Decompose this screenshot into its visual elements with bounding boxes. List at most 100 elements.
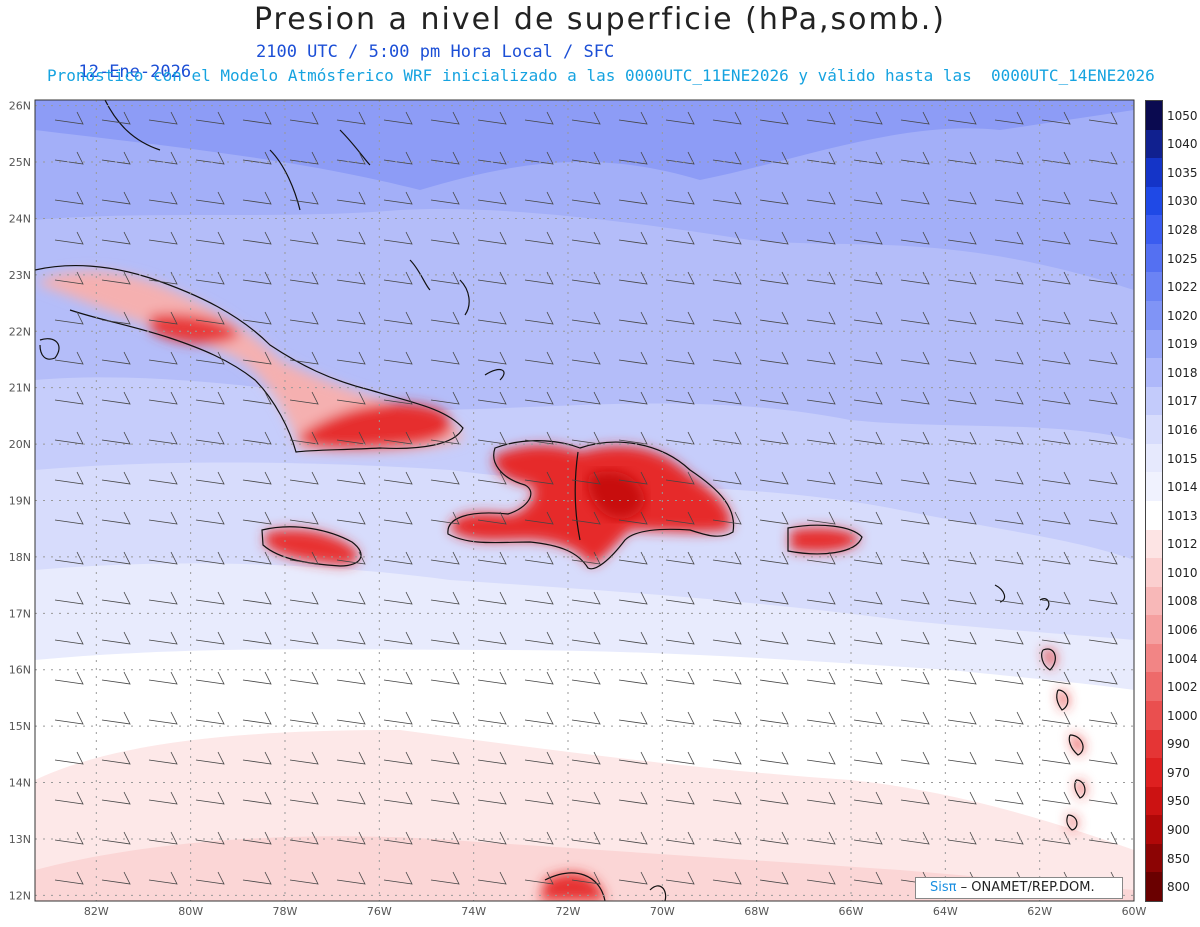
wind-barb bbox=[806, 511, 836, 525]
colorbar-level-label: 1030 bbox=[1167, 194, 1198, 209]
wind-barb bbox=[759, 871, 789, 885]
wind-barb bbox=[430, 271, 460, 285]
wind-barb bbox=[289, 311, 319, 325]
wind-barb bbox=[571, 431, 601, 445]
lon-tick-label: 80W bbox=[178, 905, 203, 918]
wind-barb bbox=[101, 351, 131, 365]
wind-barb bbox=[853, 551, 883, 565]
wind-barb bbox=[994, 271, 1024, 285]
wind-barb bbox=[195, 391, 225, 405]
wind-barb bbox=[195, 271, 225, 285]
colorbar-segment bbox=[1146, 243, 1162, 273]
wind-barb bbox=[101, 871, 131, 885]
colorbar-segment bbox=[1146, 672, 1162, 702]
wind-barb bbox=[1088, 191, 1118, 205]
wind-barb bbox=[54, 871, 84, 885]
wind-barb bbox=[242, 511, 272, 525]
wind-barb bbox=[289, 111, 319, 125]
colorbar-segment bbox=[1146, 158, 1162, 188]
wind-barb bbox=[1088, 231, 1118, 245]
wind-barb bbox=[524, 231, 554, 245]
wind-barb bbox=[477, 671, 507, 685]
wind-barb bbox=[430, 591, 460, 605]
colorbar-level-label: 1010 bbox=[1167, 565, 1198, 580]
wind-barb bbox=[947, 311, 977, 325]
wind-barb bbox=[1088, 111, 1118, 125]
wind-barb bbox=[148, 111, 178, 125]
wind-barb bbox=[712, 871, 742, 885]
wind-barb bbox=[618, 831, 648, 845]
wind-barb bbox=[148, 151, 178, 165]
wind-barb bbox=[383, 391, 413, 405]
wind-barb bbox=[806, 311, 836, 325]
wind-barb bbox=[524, 711, 554, 725]
wind-barb bbox=[1088, 311, 1118, 325]
wind-barb bbox=[665, 831, 695, 845]
pressure-band-1010 bbox=[35, 836, 1134, 901]
wind-barb bbox=[853, 151, 883, 165]
wind-barb bbox=[712, 271, 742, 285]
wind-barb bbox=[289, 831, 319, 845]
wind-barb bbox=[336, 711, 366, 725]
wind-barb bbox=[195, 111, 225, 125]
wind-barb bbox=[806, 671, 836, 685]
wind-barb bbox=[618, 871, 648, 885]
wind-barb bbox=[524, 511, 554, 525]
wind-barb bbox=[101, 431, 131, 445]
wind-barb bbox=[712, 231, 742, 245]
wind-barb bbox=[101, 191, 131, 205]
wind-barb bbox=[1041, 511, 1071, 525]
colorbar-segment bbox=[1146, 186, 1162, 216]
wind-barb bbox=[618, 591, 648, 605]
forecast-time: 2100 UTC / 5:00 pm Hora Local / SFC bbox=[256, 42, 615, 62]
colorbar-level-label: 1050 bbox=[1167, 108, 1198, 123]
wind-barb bbox=[242, 871, 272, 885]
colorbar-segment bbox=[1146, 758, 1162, 788]
wind-barb bbox=[759, 311, 789, 325]
wind-barb bbox=[524, 591, 554, 605]
wind-barb bbox=[712, 511, 742, 525]
wind-barb bbox=[383, 151, 413, 165]
wind-barb bbox=[806, 551, 836, 565]
wind-barb bbox=[54, 831, 84, 845]
forecast-date-line: 12-Ene-2026 2100 UTC / 5:00 pm Hora Loca… bbox=[58, 42, 614, 102]
wind-barb bbox=[712, 351, 742, 365]
wind-barb bbox=[195, 231, 225, 245]
wind-barb bbox=[1041, 191, 1071, 205]
wind-barb bbox=[336, 391, 366, 405]
wind-barb bbox=[383, 631, 413, 645]
wind-barb bbox=[430, 231, 460, 245]
colorbar-level-label: 970 bbox=[1167, 765, 1190, 780]
wind-barb bbox=[430, 111, 460, 125]
colorbar-level-label: 1017 bbox=[1167, 394, 1198, 409]
wind-barb bbox=[524, 431, 554, 445]
wind-barb bbox=[759, 151, 789, 165]
wind-barb bbox=[430, 351, 460, 365]
lat-tick-label: 19N bbox=[9, 495, 31, 508]
wind-barb bbox=[806, 351, 836, 365]
wind-barb bbox=[430, 631, 460, 645]
wind-barb bbox=[853, 311, 883, 325]
wind-barb bbox=[947, 151, 977, 165]
wind-barb bbox=[994, 511, 1024, 525]
wind-barb bbox=[148, 511, 178, 525]
wind-barb bbox=[947, 471, 977, 485]
wind-barb bbox=[1041, 311, 1071, 325]
longitude-labels: 82W 80W 78W 76W 74W 72W 70W 68W 66W 64W 62W 60W bbox=[84, 905, 1147, 918]
forecast-model-info: Pronóstico con el Modelo Atmósferico WRF… bbox=[47, 66, 1155, 85]
colorbar-segment bbox=[1146, 301, 1162, 331]
wind-barb bbox=[383, 711, 413, 725]
wind-barb bbox=[383, 831, 413, 845]
wind-barb bbox=[101, 311, 131, 325]
wind-barb bbox=[54, 511, 84, 525]
wind-barb bbox=[1041, 391, 1071, 405]
colorbar-level-label: 1020 bbox=[1167, 308, 1198, 323]
wind-barb bbox=[618, 271, 648, 285]
wind-barb bbox=[665, 711, 695, 725]
colorbar-level-label: 1002 bbox=[1167, 680, 1198, 695]
wind-barb bbox=[571, 351, 601, 365]
wind-barb bbox=[571, 871, 601, 885]
wind-barb bbox=[1088, 791, 1118, 805]
wind-barb bbox=[947, 391, 977, 405]
lat-tick-label: 22N bbox=[9, 325, 31, 338]
